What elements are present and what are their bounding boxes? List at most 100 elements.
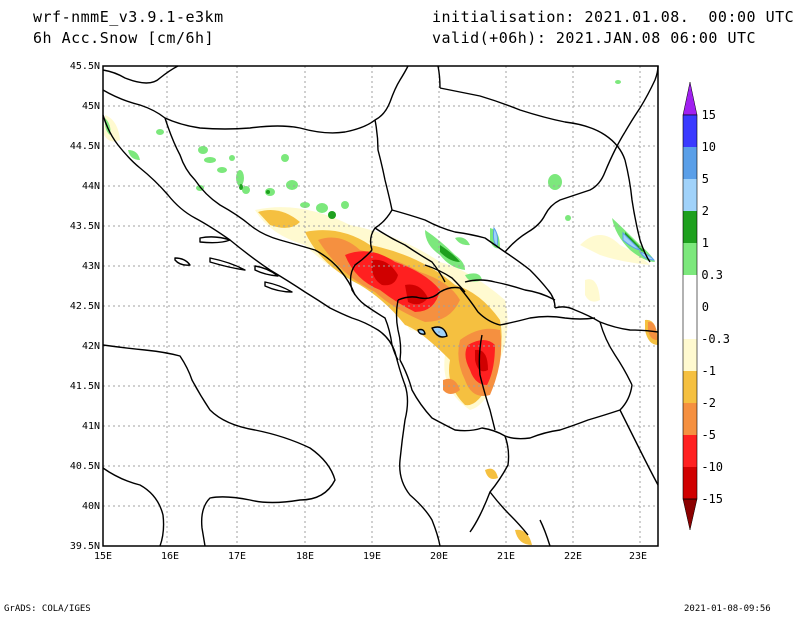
map-frame bbox=[102, 65, 659, 547]
lon-label: 16E bbox=[161, 551, 179, 562]
coastline-italy-south bbox=[102, 467, 165, 547]
border bbox=[164, 117, 356, 296]
snow-area-yellow bbox=[485, 468, 498, 479]
lat-label: 39.5N bbox=[70, 541, 100, 552]
colorbar-label: 1 bbox=[702, 236, 709, 250]
coastline-aegean bbox=[619, 409, 659, 486]
colorbar-swatch bbox=[683, 403, 697, 435]
border bbox=[504, 131, 626, 253]
border bbox=[395, 299, 402, 361]
island bbox=[209, 257, 246, 271]
colorbar-swatch bbox=[683, 275, 697, 307]
snow-area-light bbox=[104, 115, 120, 142]
border bbox=[102, 65, 179, 84]
lat-label: 42.5N bbox=[70, 301, 100, 312]
border bbox=[349, 249, 399, 361]
border bbox=[369, 119, 393, 251]
colorbar-label: -10 bbox=[701, 460, 723, 474]
snow-area-yellow bbox=[258, 209, 300, 228]
colorbar-swatch bbox=[683, 179, 697, 211]
coastline-aegean bbox=[539, 519, 551, 547]
snow-area-light bbox=[580, 235, 650, 265]
snow-area-orange bbox=[443, 378, 460, 394]
colorbar-label: -1 bbox=[702, 364, 716, 378]
colorbar-label: -2 bbox=[702, 396, 716, 410]
lon-label: 21E bbox=[497, 551, 515, 562]
colorbar-label: -0.3 bbox=[701, 332, 730, 346]
border bbox=[624, 159, 651, 263]
snow-area-yellow bbox=[515, 529, 532, 545]
border bbox=[391, 209, 556, 309]
colorbar-swatch bbox=[683, 115, 697, 147]
colorbar bbox=[682, 81, 698, 531]
lat-label: 41.5N bbox=[70, 381, 100, 392]
lat-label: 44N bbox=[82, 181, 100, 192]
island bbox=[174, 257, 191, 266]
border bbox=[437, 65, 441, 89]
border bbox=[599, 321, 633, 386]
colorbar-swatch bbox=[683, 243, 697, 275]
colorbar-swatch bbox=[683, 307, 697, 339]
lat-label: 44.5N bbox=[70, 141, 100, 152]
lat-label: 40.5N bbox=[70, 461, 100, 472]
colorbar-label: -15 bbox=[701, 492, 723, 506]
lake bbox=[417, 328, 426, 335]
coastline-blacksea bbox=[624, 65, 659, 133]
island bbox=[199, 236, 231, 244]
valid-time: valid(+06h): 2021.JAN.08 06:00 UTC bbox=[432, 29, 757, 47]
lon-label: 18E bbox=[296, 551, 314, 562]
lat-label: 43N bbox=[82, 261, 100, 272]
lon-label: 15E bbox=[94, 551, 112, 562]
snow-area-darkred bbox=[405, 284, 428, 305]
island bbox=[264, 281, 293, 293]
lon-axis-labels: 15E 16E 17E 18E 19E 20E 21E 22E 23E bbox=[94, 551, 647, 562]
field-title: 6h Acc.Snow [cm/6h] bbox=[33, 29, 215, 47]
colorbar-label: 0.3 bbox=[701, 268, 723, 282]
lat-label: 45.5N bbox=[70, 61, 100, 72]
coastline-aegean bbox=[489, 491, 529, 536]
lat-label: 42N bbox=[82, 341, 100, 352]
lat-label: 43.5N bbox=[70, 221, 100, 232]
colorbar-label: 15 bbox=[702, 108, 716, 122]
border bbox=[464, 279, 556, 301]
coastlines-borders bbox=[102, 65, 659, 547]
snow-area-darkred bbox=[475, 349, 488, 372]
model-title: wrf-nmmE_v3.9.1-e3km bbox=[33, 8, 224, 26]
border bbox=[554, 306, 659, 333]
border bbox=[469, 435, 510, 533]
footer-timestamp: 2021-01-08-09:56 bbox=[684, 604, 771, 614]
lat-label: 45N bbox=[82, 101, 100, 112]
colorbar-top-arrow bbox=[682, 81, 698, 116]
colorbar-label: 10 bbox=[702, 140, 716, 154]
colorbar-label: 5 bbox=[702, 172, 709, 186]
lon-label: 19E bbox=[363, 551, 381, 562]
border bbox=[102, 65, 409, 134]
graticule bbox=[103, 66, 658, 546]
border bbox=[424, 264, 466, 293]
colorbar-labels: 15 10 5 2 1 0.3 0 -0.3 -1 -2 -5 -10 -15 bbox=[701, 108, 730, 506]
snow-field bbox=[104, 80, 658, 545]
border bbox=[397, 286, 461, 301]
colorbar-swatch bbox=[683, 147, 697, 179]
footer-credit: GrADS: COLA/IGES bbox=[4, 604, 91, 614]
colorbar-label: -5 bbox=[702, 428, 716, 442]
init-time: initialisation: 2021.01.08. 00:00 UTC bbox=[432, 8, 795, 26]
island bbox=[254, 265, 279, 277]
border bbox=[459, 287, 596, 326]
lat-label: 41N bbox=[82, 421, 100, 432]
colorbar-swatch bbox=[683, 435, 697, 467]
snow-area-light bbox=[585, 279, 600, 302]
colorbar-bottom-arrow bbox=[682, 498, 698, 531]
colorbar-swatch bbox=[683, 371, 697, 403]
colorbar-label: 0 bbox=[702, 300, 709, 314]
lon-label: 20E bbox=[430, 551, 448, 562]
lat-axis-labels: 45.5N 45N 44.5N 44N 43.5N 43N 42.5N 42N … bbox=[70, 61, 100, 552]
colorbar-swatch bbox=[683, 467, 697, 499]
lon-label: 17E bbox=[228, 551, 246, 562]
border bbox=[439, 87, 626, 161]
colorbar-label: 2 bbox=[702, 204, 709, 218]
border bbox=[374, 227, 446, 283]
lon-label: 23E bbox=[629, 551, 647, 562]
border bbox=[399, 359, 633, 440]
